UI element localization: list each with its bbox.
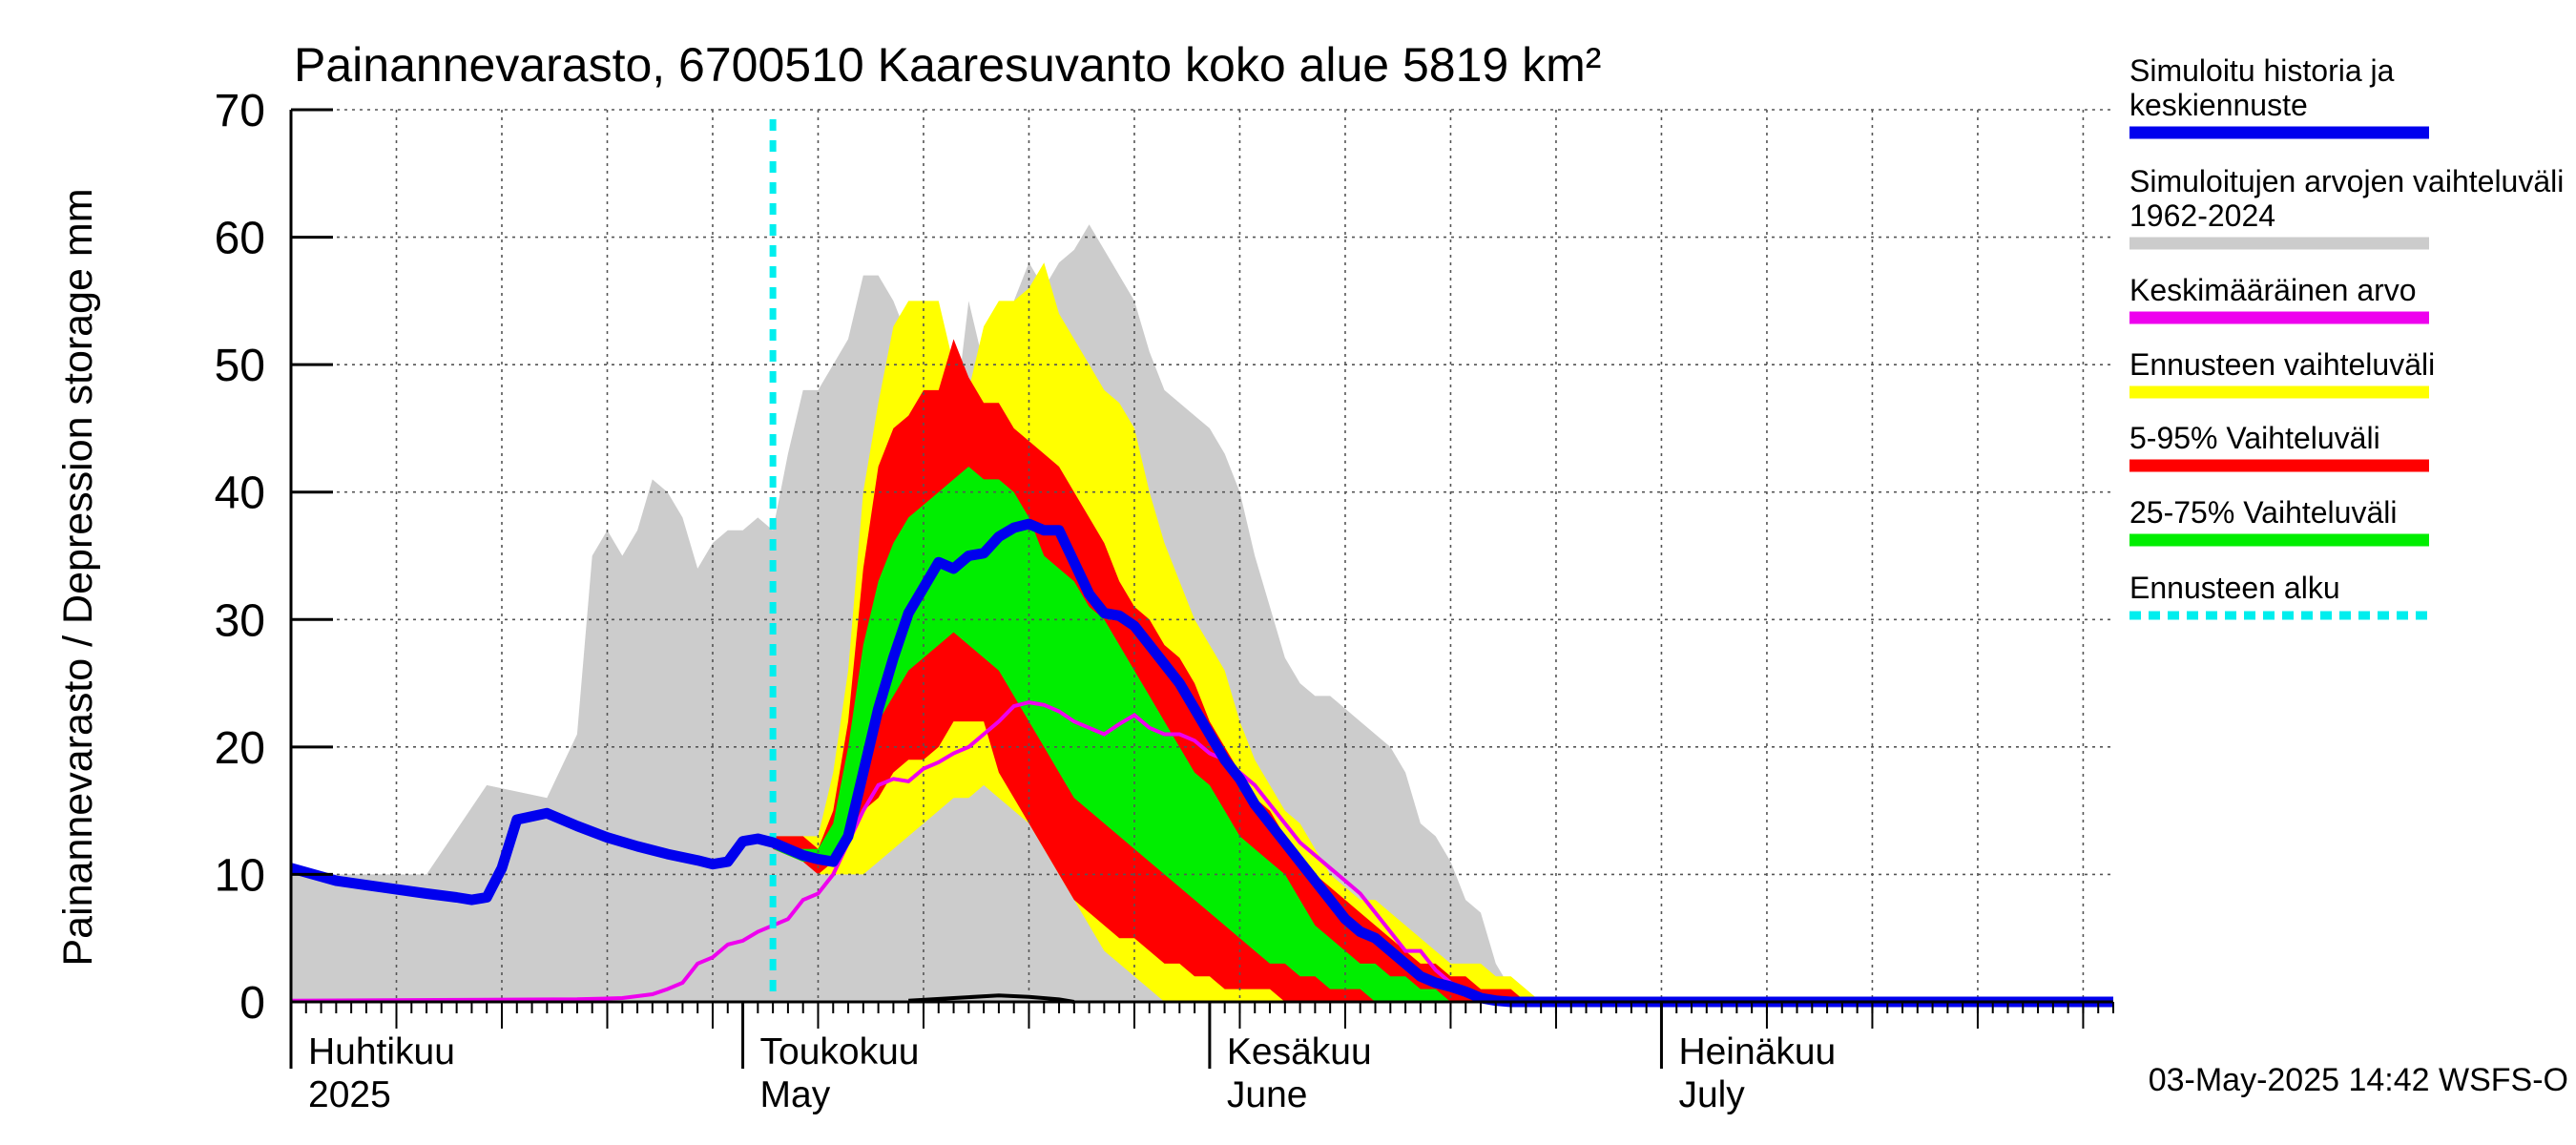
legend-label: Simuloitujen arvojen vaihteluväli — [2129, 164, 2564, 198]
x-month-label: Toukokuu — [760, 1031, 920, 1072]
y-tick-label: 60 — [215, 214, 265, 264]
p25-75-band — [773, 467, 1617, 1002]
legend-label: 25-75% Vaihteluväli — [2129, 495, 2397, 530]
legend-label: keskiennuste — [2129, 88, 2308, 122]
legend-label: 1962-2024 — [2129, 198, 2275, 233]
x-month-sublabel: 2025 — [308, 1074, 391, 1115]
median-forecast-line — [289, 518, 2113, 1008]
x-month-label: Huhtikuu — [308, 1031, 455, 1072]
historical-minimum-line — [908, 993, 1075, 1004]
y-tick-label: 30 — [215, 595, 265, 646]
x-month-sublabel: July — [1678, 1074, 1745, 1115]
x-month-label: Heinäkuu — [1678, 1031, 1836, 1072]
legend-label: Ennusteen alku — [2129, 571, 2340, 605]
legend-label: Keskimääräinen arvo — [2129, 273, 2417, 307]
legend-label: Ennusteen vaihteluväli — [2129, 347, 2435, 382]
y-tick-label: 50 — [215, 341, 265, 391]
y-tick-label: 40 — [215, 468, 265, 519]
y-tick-label: 10 — [215, 850, 265, 901]
chart-title: Painannevarasto, 6700510 Kaaresuvanto ko… — [294, 38, 1601, 92]
legend-label: 5-95% Vaihteluväli — [2129, 421, 2380, 455]
legend-label: Simuloitu historia ja — [2129, 53, 2395, 88]
x-month-sublabel: May — [760, 1074, 831, 1115]
x-month-label: Kesäkuu — [1227, 1031, 1372, 1072]
x-month-sublabel: June — [1227, 1074, 1308, 1115]
historical-range-band — [291, 224, 2113, 1002]
footer-timestamp: 03-May-2025 14:42 WSFS-O — [2149, 1062, 2568, 1098]
y-axis-label: Painannevarasto / Depression storage mm — [55, 188, 101, 966]
y-tick-label: 0 — [239, 978, 265, 1029]
mean-value-line — [290, 700, 2113, 1004]
lines-layer — [289, 119, 2113, 1008]
y-tick-label: 70 — [215, 86, 265, 136]
y-tick-label: 20 — [215, 723, 265, 774]
bands-layer — [291, 224, 2113, 1002]
